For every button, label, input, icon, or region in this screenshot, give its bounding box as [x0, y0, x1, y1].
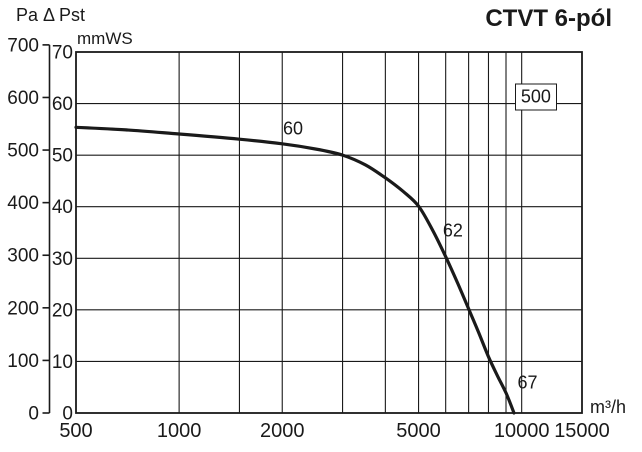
- mmws-tick-label: 50: [52, 146, 73, 167]
- pa-tick-label: 400: [7, 193, 39, 214]
- mmws-axis-unit-label: mmWS: [77, 29, 133, 48]
- x-tick-label: 500: [59, 420, 92, 442]
- mmws-tick-label: 10: [52, 352, 73, 373]
- x-tick-label: 2000: [260, 420, 305, 442]
- pa-tick-label: 700: [7, 35, 39, 56]
- mmws-tick-label: 40: [52, 197, 73, 218]
- fan-curve: [74, 125, 516, 415]
- curve-label-62: 62: [442, 220, 463, 241]
- flow-axis-unit-label: m³/h: [590, 397, 626, 417]
- mmws-tick-label: 30: [52, 249, 73, 270]
- plot-border: [75, 51, 583, 414]
- speed-setting-value: 500: [520, 86, 551, 107]
- pa-tick-label: 0: [28, 404, 39, 425]
- pa-tick-label: 500: [7, 141, 39, 162]
- mmws-tick-label: 0: [62, 404, 73, 425]
- pa-tick-label: 200: [7, 298, 39, 319]
- chart-title: CTVT 6-pól: [485, 5, 612, 32]
- curve-label-67: 67: [517, 372, 538, 393]
- pa-axis-unit-label: Pa Δ Pst: [16, 5, 86, 25]
- x-tick-label: 10000: [494, 420, 550, 442]
- curve-label-60: 60: [282, 118, 303, 139]
- x-tick-label: 5000: [396, 420, 441, 442]
- pa-tick-label: 300: [7, 246, 39, 267]
- pa-tick-label: 600: [7, 88, 39, 109]
- x-tick-label: 15000: [554, 420, 610, 442]
- mmws-tick-label: 70: [52, 43, 73, 64]
- mmws-tick-label: 20: [52, 300, 73, 321]
- x-tick-label: 1000: [157, 420, 202, 442]
- mmws-tick-label: 60: [52, 94, 73, 115]
- speed-setting-box: 500: [514, 83, 557, 111]
- pa-tick-label: 100: [7, 351, 39, 372]
